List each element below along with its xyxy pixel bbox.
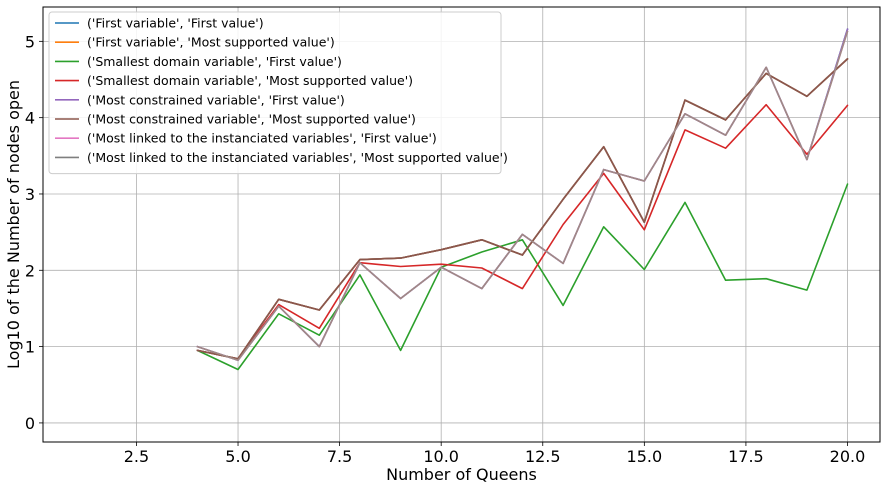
series-line-4 [196,103,849,360]
series-line-3 [196,183,849,371]
legend-entry: ('Most linked to the instanciated variab… [87,131,437,146]
axis-ticks: 2.5 5.0 7.5 10.0 12.5 15.0 17.5 20.0 0 1 2 3 4 5 [25,32,865,466]
x-tick-label: 5.0 [225,447,250,466]
series-line-blend-1 [196,58,849,360]
x-tick-label: 2.5 [124,447,149,466]
legend-entry: ('Most linked to the instanciated variab… [87,150,508,165]
legend-entry: ('Smallest domain variable', 'First valu… [87,54,342,69]
legend-box [48,11,502,175]
legend: ('First variable', 'First value') ('First… [48,11,508,175]
y-tick-label: 5 [25,32,35,51]
y-tick-label: 4 [25,109,35,128]
x-tick-label: 12.5 [525,447,561,466]
legend-entry: ('Most constrained variable', 'Most supp… [87,112,416,127]
x-tick-label: 10.0 [423,447,459,466]
x-tick-label: 15.0 [627,447,663,466]
legend-entry: ('Smallest domain variable', 'Most suppo… [87,73,413,88]
y-tick-label: 3 [25,185,35,204]
legend-entry: ('Most constrained variable', 'First val… [87,92,345,107]
y-tick-label: 2 [25,261,35,280]
legend-entry: ('First variable', 'Most supported value… [87,35,335,50]
series-line-blend-2 [196,30,849,362]
plot-frame [42,6,881,443]
y-tick-label: 1 [25,338,35,357]
x-axis-title: Number of Queens [386,465,537,484]
series-layer [196,28,849,371]
y-tick-label: 0 [25,414,35,433]
y-axis-title: Log10 of the Number of nodes open [4,80,23,369]
x-tick-label: 17.5 [728,447,764,466]
legend-entry: ('First variable', 'First value') [87,16,264,31]
x-tick-label: 20.0 [830,447,866,466]
x-tick-label: 7.5 [327,447,352,466]
